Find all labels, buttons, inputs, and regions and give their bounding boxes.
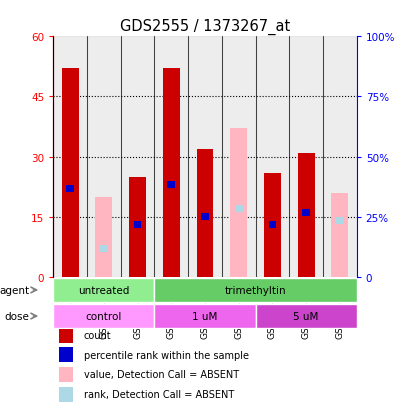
Text: rank, Detection Call = ABSENT: rank, Detection Call = ABSENT: [83, 389, 233, 399]
Bar: [133, 222, 141, 229]
Bar: [230, 129, 247, 277]
Text: value, Detection Call = ABSENT: value, Detection Call = ABSENT: [83, 370, 238, 380]
Bar: [53, 37, 87, 277]
Text: 1 uM: 1 uM: [192, 311, 217, 321]
Bar: [66, 185, 74, 193]
Bar: [289, 37, 322, 277]
Bar: [201, 214, 208, 221]
Bar: [322, 37, 356, 277]
Bar: [167, 182, 175, 189]
Bar: [188, 37, 221, 277]
Bar: [120, 37, 154, 277]
Text: agent: agent: [0, 285, 29, 295]
Bar: [59, 367, 73, 382]
Bar: [196, 149, 213, 277]
Bar: [301, 209, 309, 217]
Bar: [95, 197, 112, 277]
Text: trimethyltin: trimethyltin: [224, 285, 285, 295]
Text: untreated: untreated: [78, 285, 129, 295]
Bar: [330, 193, 347, 277]
Bar: [154, 37, 188, 277]
Bar: [62, 69, 79, 277]
Text: 5 uM: 5 uM: [293, 311, 318, 321]
FancyBboxPatch shape: [53, 304, 154, 328]
Bar: [297, 153, 314, 277]
Text: percentile rank within the sample: percentile rank within the sample: [83, 350, 248, 360]
Bar: [234, 206, 242, 213]
Text: GDS2555 / 1373267_at: GDS2555 / 1373267_at: [119, 19, 290, 35]
Bar: [100, 246, 108, 253]
FancyBboxPatch shape: [154, 278, 356, 302]
Bar: [59, 387, 73, 402]
Bar: [335, 218, 343, 225]
FancyBboxPatch shape: [255, 304, 356, 328]
Bar: [59, 347, 73, 363]
Bar: [268, 222, 276, 229]
FancyBboxPatch shape: [53, 278, 154, 302]
Bar: [263, 173, 280, 277]
Bar: [221, 37, 255, 277]
Text: count: count: [83, 330, 111, 340]
Bar: [129, 177, 146, 277]
FancyBboxPatch shape: [154, 304, 255, 328]
Bar: [162, 69, 179, 277]
Text: dose: dose: [4, 311, 29, 321]
Bar: [59, 328, 73, 343]
Text: control: control: [85, 311, 122, 321]
Bar: [87, 37, 120, 277]
Bar: [255, 37, 289, 277]
